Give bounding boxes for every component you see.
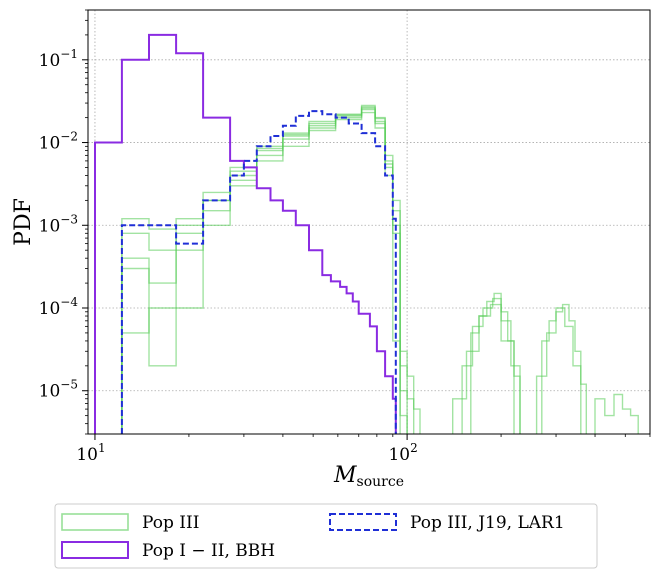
- x-tick-label: 102: [388, 441, 417, 465]
- legend: Pop III Pop III, J19, LAR1 Pop I − II, BBH: [54, 503, 598, 569]
- x-axis-label: Msource: [333, 463, 404, 490]
- x-tick-label: 101: [76, 441, 105, 465]
- y-tick-label: 10−2: [39, 130, 78, 154]
- pop-iii-realization-4: [121, 106, 408, 434]
- pop-iii-realization-10: [594, 393, 639, 434]
- legend-swatch-j19: [329, 513, 397, 531]
- legend-swatch-popIII: [61, 513, 129, 531]
- axes: 10−1 10−2 10−3 10−4 10−5 101 102: [39, 9, 651, 465]
- pop-iii-realization-6: [461, 297, 521, 434]
- plot-frame: [87, 9, 651, 435]
- legend-label-popI_II: Pop I − II, BBH: [142, 541, 275, 561]
- pop-iii-j19-series: [120, 110, 397, 434]
- grid: [88, 10, 650, 434]
- legend-label-j19: Pop III, J19, LAR1: [410, 513, 565, 533]
- legend-swatch-popI_II: [61, 541, 129, 559]
- pop-iii-realization-9: [535, 307, 582, 434]
- pop-iii-realization-1: [121, 104, 415, 434]
- pop-iii-realization-7: [452, 303, 515, 434]
- pop-i-ii-series: [94, 33, 397, 434]
- y-axis-label: PDF: [11, 198, 36, 246]
- y-tick-label: 10−4: [39, 295, 79, 319]
- legend-label-popIII: Pop III: [142, 513, 199, 533]
- x-axis-label-sub: source: [357, 474, 404, 490]
- y-tick-label: 10−5: [39, 378, 78, 402]
- pop-i-ii-line: [94, 33, 397, 434]
- pop-iii-series: [121, 104, 639, 434]
- x-axis-label-main: M: [333, 463, 357, 488]
- y-tick-label: 10−1: [39, 47, 78, 71]
- y-tick-label: 10−3: [39, 212, 78, 236]
- legend-box: [54, 503, 598, 569]
- pop-iii-j19-line: [120, 110, 397, 434]
